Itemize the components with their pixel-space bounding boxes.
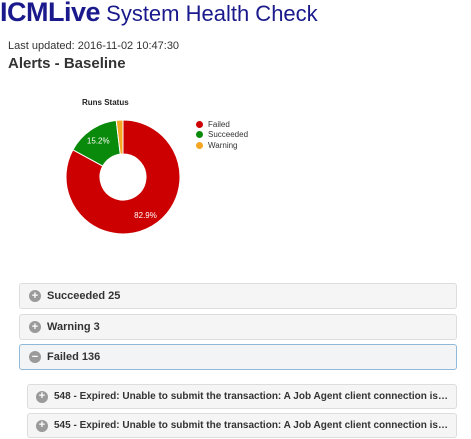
last-updated-text: Last updated: 2016-11-02 10:47:30 <box>8 40 180 52</box>
failed-item[interactable]: + 548 - Expired: Unable to submit the tr… <box>27 384 457 409</box>
panel-label: Warning 3 <box>47 321 100 333</box>
expand-plus-icon: + <box>29 290 41 302</box>
legend-dot-icon <box>196 120 203 128</box>
section-title: Alerts - Baseline <box>8 55 126 72</box>
expand-plus-icon: + <box>29 321 41 333</box>
expand-plus-icon: + <box>36 390 48 403</box>
legend-dot-icon <box>196 131 203 139</box>
chart-title: Runs Status <box>82 98 129 107</box>
slice-label-failed: 82.9% <box>134 211 157 220</box>
legend-label: Warning <box>208 140 238 150</box>
legend-label: Failed <box>208 119 230 129</box>
page-subtitle: System Health Check <box>100 1 318 26</box>
panel-warning[interactable]: + Warning 3 <box>19 314 457 340</box>
pie-slice-warning <box>115 119 124 155</box>
failed-item[interactable]: + 545 - Expired: Unable to submit the tr… <box>27 413 457 438</box>
legend-item-warning[interactable]: Warning <box>196 140 248 151</box>
legend-item-succeeded[interactable]: Succeeded <box>196 130 248 141</box>
panel-succeeded[interactable]: + Succeeded 25 <box>19 283 457 309</box>
page-header: ICMLive System Health Check <box>0 0 318 28</box>
slice-label-succeeded: 15.2% <box>87 137 110 146</box>
chart-legend: Failed Succeeded Warning <box>196 119 248 151</box>
legend-item-failed[interactable]: Failed <box>196 119 248 130</box>
runs-status-chart: 82.9% 15.2% <box>60 95 260 245</box>
panel-failed[interactable]: − Failed 136 <box>19 344 457 370</box>
failed-item-label: 545 - Expired: Unable to submit the tran… <box>54 420 448 431</box>
collapse-minus-icon: − <box>29 351 41 363</box>
pie-slice-failed <box>65 119 181 235</box>
legend-dot-icon <box>196 141 203 149</box>
donut-chart: 82.9% 15.2% <box>65 119 181 235</box>
failed-item-label: 548 - Expired: Unable to submit the tran… <box>54 391 448 402</box>
brand-title: ICMLive <box>0 0 101 27</box>
panel-label: Succeeded 25 <box>47 290 121 302</box>
panel-label: Failed 136 <box>47 351 101 363</box>
legend-label: Succeeded <box>208 130 249 140</box>
expand-plus-icon: + <box>36 419 48 432</box>
